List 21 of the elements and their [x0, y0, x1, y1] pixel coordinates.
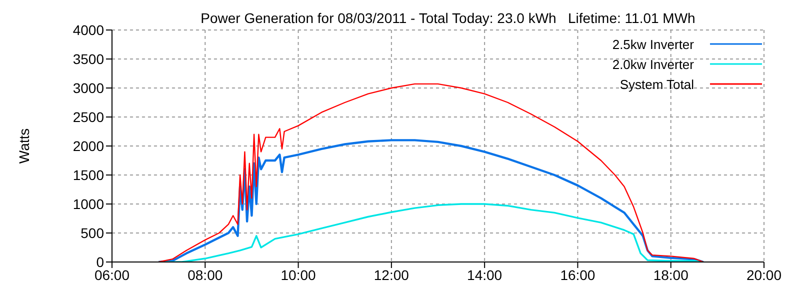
y-tick-label: 3000 — [72, 80, 104, 96]
x-tick-label: 10:00 — [280, 266, 316, 283]
line-series — [158, 203, 704, 262]
legend-label: 2.0kw Inverter — [612, 56, 694, 72]
x-tick-label: 18:00 — [653, 266, 689, 283]
legend-label: 2.5kw Inverter — [612, 36, 694, 52]
y-tick-label: 2500 — [72, 108, 104, 125]
x-tick-label: 16:00 — [560, 266, 596, 283]
x-tick-label: 12:00 — [374, 266, 410, 283]
y-tick-label: 3500 — [72, 50, 104, 67]
y-tick-label: 1000 — [72, 196, 104, 212]
y-tick-label: 500 — [80, 224, 104, 241]
x-tick-label: 20:00 — [746, 266, 782, 283]
y-axis-title: Watts — [16, 128, 32, 164]
legend-label: System Total — [620, 76, 694, 92]
y-tick-label: 1500 — [72, 166, 104, 183]
y-tick-label: 4000 — [72, 22, 104, 38]
y-tick-label: 2000 — [72, 138, 104, 154]
chart-title: Power Generation for 08/03/2011 - Total Today: 23.0 kWh Lifetime: 11.01 MWh — [200, 10, 696, 26]
x-tick-label: 14:00 — [467, 266, 502, 283]
x-tick-label: 08:00 — [188, 266, 223, 283]
